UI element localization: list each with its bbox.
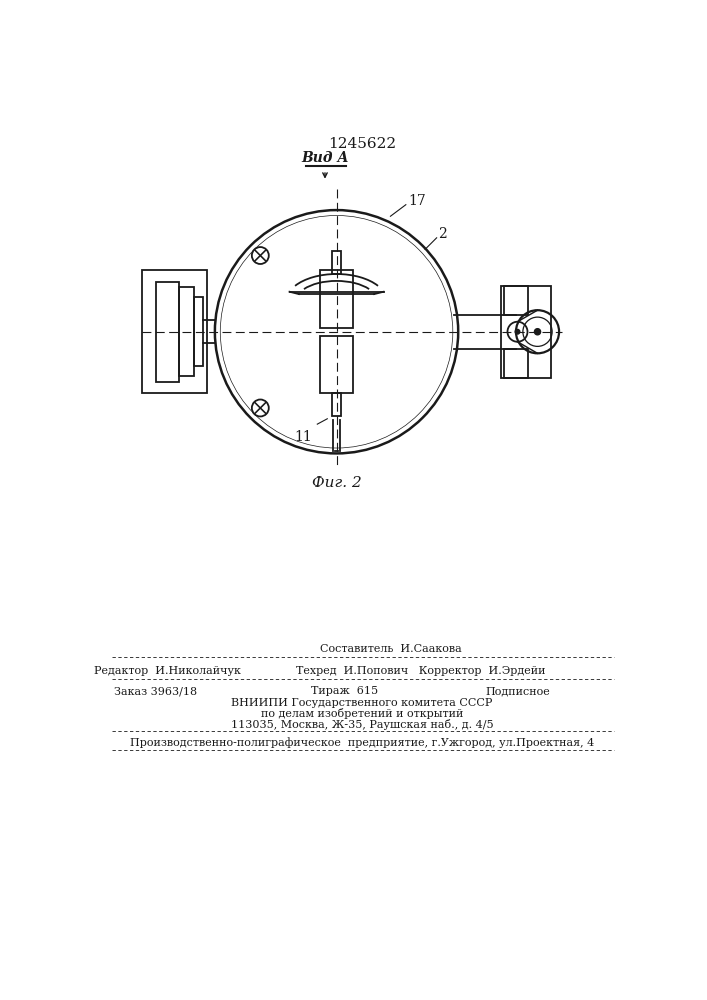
Bar [179,287,194,376]
Bar [194,297,204,366]
Bar [141,270,207,393]
Bar [156,282,179,382]
Text: 11: 11 [295,430,312,444]
Bar [320,336,353,393]
Bar [501,286,551,378]
Text: 2: 2 [438,227,447,241]
Text: Редактор  И.Николайчук: Редактор И.Николайчук [94,666,240,676]
Text: Заказ 3963/18: Заказ 3963/18 [114,686,197,696]
Text: Производственно-полиграфическое  предприятие, г.Ужгород, ул.Проектная, 4: Производственно-полиграфическое предприя… [130,737,594,748]
Text: Техред  И.Попович   Корректор  И.Эрдейи: Техред И.Попович Корректор И.Эрдейи [296,666,546,676]
Circle shape [534,329,541,335]
Text: Вид А: Вид А [301,151,349,165]
Bar [332,251,341,274]
Bar [504,286,527,315]
Text: 17: 17 [408,194,426,208]
Bar [504,349,527,378]
Bar [332,393,341,416]
Bar [320,270,353,328]
Text: по делам изобретений и открытий: по делам изобретений и открытий [261,708,463,719]
Text: Тираж  615: Тираж 615 [310,686,378,696]
Text: Подписное: Подписное [485,686,550,696]
Text: 1245622: 1245622 [328,137,396,151]
Text: 113035, Москва, Ж-35, Раушская наб., д. 4/5: 113035, Москва, Ж-35, Раушская наб., д. … [230,719,493,730]
Text: Фиг. 2: Фиг. 2 [312,476,361,490]
Text: ВНИИПИ Государственного комитета СССР: ВНИИПИ Государственного комитета СССР [231,698,493,708]
Text: Составитель  И.Саакова: Составитель И.Саакова [320,644,461,654]
Circle shape [515,329,520,334]
